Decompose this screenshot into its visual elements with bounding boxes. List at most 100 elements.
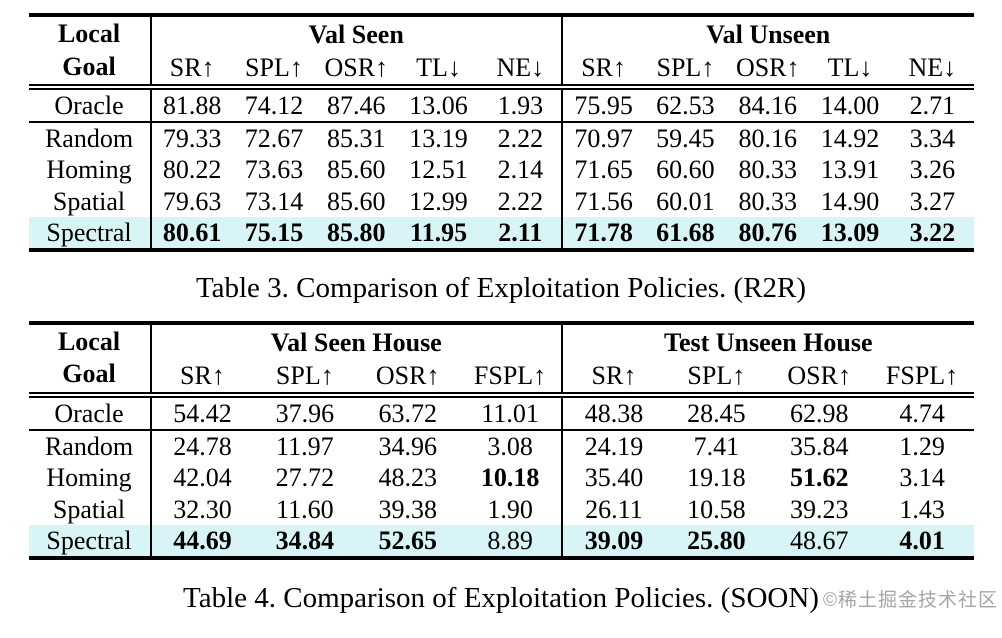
row-label: Spatial (52, 186, 126, 216)
column-header: SR↑ (149, 52, 233, 90)
column-header: SPL↑ (253, 359, 357, 398)
table-cell: 79.63 (149, 185, 233, 217)
table-cell: 85.31 (326, 124, 386, 154)
table-cell: 24.19 (561, 430, 665, 463)
table4-caption: Table 4. Comparison of Exploitation Poli… (0, 582, 1002, 615)
row-label: Spatial (52, 494, 126, 524)
table-cell: 11.01 (459, 394, 562, 432)
column-header: SPL↑ (664, 359, 768, 398)
table-cell: 48.67 (789, 525, 849, 555)
table-row-oracle: Oracle 81.88 74.12 87.46 13.06 1.93 75.95 62.53… (28, 87, 974, 124)
group-header-right: Val Unseen (560, 15, 974, 52)
table-cell: 14.92 (820, 124, 880, 154)
table-cell: 3.14 (899, 463, 945, 493)
table-cell: 42.04 (149, 462, 254, 494)
table-cell: 34.96 (378, 432, 437, 462)
group-header-left: Val Seen (149, 15, 562, 52)
table-cell: 81.88 (149, 87, 233, 124)
table-cell: 59.45 (656, 124, 715, 154)
table-cell: 3.22 (909, 217, 956, 247)
row-label: Homing (46, 463, 132, 493)
table4-caption-text: Table 4. Comparison of Exploitation Poli… (183, 581, 819, 614)
column-header: SR↑ (149, 359, 254, 398)
table-cell: 10.58 (687, 494, 746, 524)
table-cell: 11.97 (276, 432, 334, 462)
table-cell: 35.84 (789, 432, 849, 462)
table-row-random: Random 24.78 11.97 34.96 3.08 24.19 7.41 35.84 1… (29, 430, 974, 463)
column-header: NE↓ (479, 52, 562, 90)
table-cell: 39.23 (789, 494, 849, 524)
table-cell: 35.40 (561, 462, 665, 494)
table-cell: 80.16 (738, 124, 797, 154)
column-header: SPL↑ (644, 52, 727, 90)
table-cell: 80.22 (149, 154, 233, 186)
table-cell: 39.09 (561, 524, 665, 558)
column-header: SR↑ (560, 52, 645, 90)
table-cell: 48.38 (561, 394, 665, 432)
table-cell: 3.08 (487, 432, 533, 462)
table-cell: 70.97 (560, 122, 645, 155)
table-cell: 72.67 (244, 124, 304, 154)
table-cell: 48.23 (378, 463, 437, 493)
table-cell: 80.33 (738, 155, 797, 185)
column-header: SPL↑ (232, 52, 316, 90)
column-header: OSR↑ (726, 52, 809, 90)
column-header: FSPL↑ (870, 359, 974, 398)
table-cell: 60.01 (656, 186, 715, 216)
table-cell: 4.01 (899, 525, 945, 555)
table-row-spectral: Spectral 44.69 34.84 52.65 8.89 39.09 25.80 48.… (28, 524, 974, 558)
watermark: ©稀土掘金技术社区 (823, 589, 998, 611)
table-cell: 24.78 (149, 430, 254, 463)
table-cell: 1.43 (899, 494, 945, 524)
table-cell: 14.00 (808, 87, 892, 124)
table-cell: 1.93 (479, 87, 562, 124)
table-cell: 27.72 (275, 463, 335, 493)
table-cell: 60.60 (656, 155, 715, 185)
table-cell: 7.41 (693, 432, 740, 462)
table-row-spatial: Spatial 32.30 11.60 39.38 1.90 26.11 10.58 39.2… (29, 493, 974, 525)
row-header-local-goal: Local Goal (28, 322, 151, 398)
table-cell: 71.56 (560, 185, 645, 217)
table-row-homing: Homing 42.04 27.72 48.23 10.18 35.40 19.18 51.6… (29, 462, 974, 494)
table-cell: 12.51 (409, 155, 468, 185)
table-cell: 44.69 (149, 524, 254, 558)
table-cell: 2.22 (497, 186, 544, 216)
table-cell: 2.14 (497, 155, 544, 185)
table-cell: 62.98 (767, 394, 871, 432)
table-cell: 61.68 (656, 217, 715, 247)
column-header: OSR↑ (767, 359, 871, 398)
table-cell: 73.14 (244, 186, 304, 216)
table-cell: 74.12 (232, 87, 316, 124)
table-cell: 28.45 (664, 394, 768, 432)
row-label: Oracle (28, 87, 151, 124)
table-cell: 25.80 (687, 525, 746, 555)
row-label: Oracle (28, 394, 151, 432)
table3-caption: Table 3. Comparison of Exploitation Poli… (195, 271, 807, 304)
table-cell: 51.62 (789, 463, 849, 493)
table-cell: 79.33 (149, 122, 233, 155)
table-cell: 2.22 (497, 124, 544, 154)
table-cell: 84.16 (726, 87, 809, 124)
table-cell: 39.38 (378, 494, 437, 524)
table-row-homing: Homing 80.22 73.63 85.60 12.51 2.14 71.65 60.60… (29, 154, 974, 186)
table-cell: 2.11 (498, 217, 543, 247)
table-cell: 75.95 (560, 87, 645, 124)
table-cell: 3.34 (909, 124, 956, 154)
table-row-oracle: Oracle 54.42 37.96 63.72 11.01 48.38 28.45 62.9… (28, 394, 974, 432)
table-cell: 62.53 (644, 87, 727, 124)
table-cell: 87.46 (315, 87, 398, 124)
table-cell: 10.18 (480, 463, 540, 493)
table-cell: 37.96 (253, 394, 357, 432)
table-cell: 19.18 (687, 463, 746, 493)
table-cell: 1.90 (487, 494, 533, 524)
column-header: OSR↑ (315, 52, 398, 90)
table-row-spectral: Spectral 80.61 75.15 85.80 11.95 2.11 71.78 61.… (28, 216, 974, 250)
table-cell: 85.80 (326, 217, 386, 247)
row-label: Homing (46, 155, 132, 185)
table-row-spatial: Spatial 79.63 73.14 85.60 12.99 2.22 71.56 60.0… (29, 185, 974, 217)
table-r2r: Local Goal Val Seen Val Unseen SR↑ SPL↑ OSR↑ TL… (28, 13, 974, 252)
table-row-random: Random 79.33 72.67 85.31 13.19 2.22 70.97 59.45… (29, 122, 974, 155)
row-label: Spectral (46, 525, 132, 555)
table-cell: 85.60 (326, 186, 386, 216)
table-cell: 80.61 (149, 216, 233, 250)
